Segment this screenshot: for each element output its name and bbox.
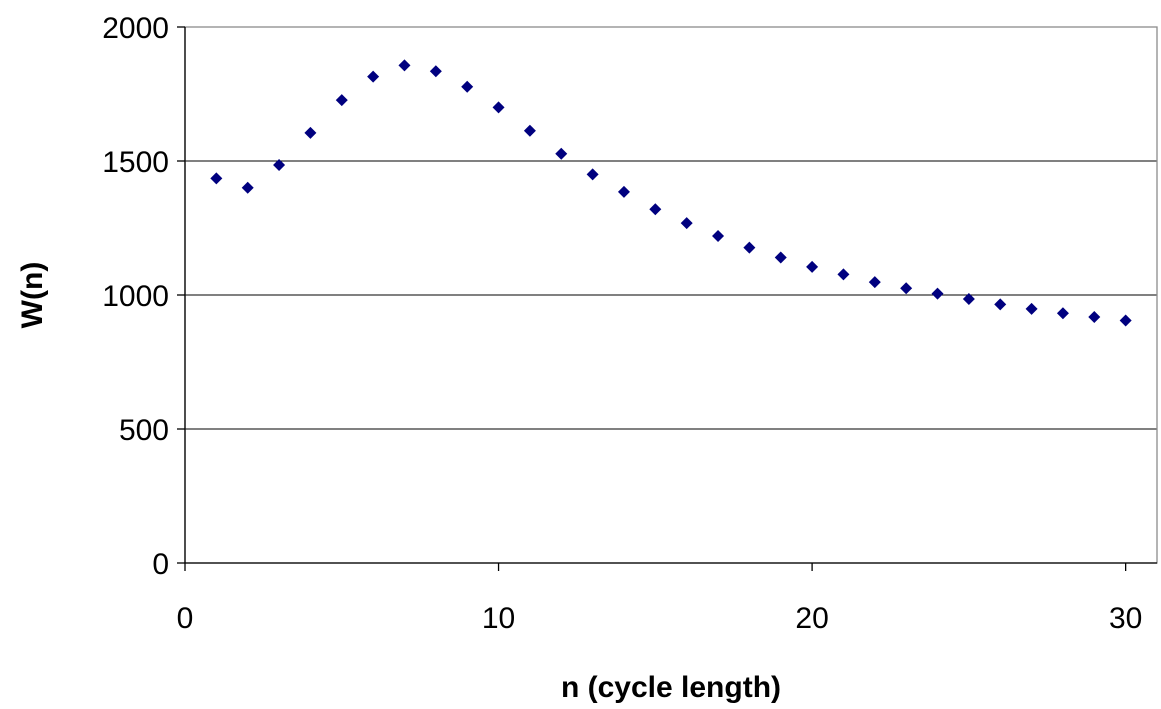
- data-point: [1025, 302, 1038, 315]
- x-tick-label: 0: [177, 602, 194, 635]
- data-point: [1119, 314, 1132, 327]
- data-point: [1088, 310, 1101, 323]
- data-point: [774, 251, 787, 264]
- data-point: [586, 168, 599, 181]
- data-point: [962, 293, 975, 306]
- data-point: [210, 172, 223, 185]
- data-point: [398, 59, 411, 72]
- y-tick-label: 1500: [102, 146, 169, 179]
- x-axis-title: n (cycle length): [561, 671, 781, 704]
- data-point: [304, 126, 317, 139]
- data-point: [837, 268, 850, 281]
- data-point: [649, 203, 662, 216]
- y-tick-label: 500: [119, 414, 169, 447]
- data-point: [335, 94, 348, 107]
- data-point: [492, 101, 505, 114]
- data-points: [210, 59, 1132, 327]
- y-axis-title: W(n): [16, 262, 49, 329]
- data-point: [1056, 307, 1069, 320]
- data-point: [680, 217, 693, 230]
- data-point: [461, 80, 474, 93]
- data-point: [429, 65, 442, 78]
- data-point: [273, 159, 286, 172]
- data-point: [555, 147, 568, 160]
- data-point: [806, 260, 819, 273]
- data-point: [241, 181, 254, 194]
- x-tick-label: 20: [795, 602, 828, 635]
- y-tick-label: 1000: [102, 280, 169, 313]
- data-point: [617, 185, 630, 198]
- gridlines: [185, 26, 1157, 430]
- data-point: [994, 298, 1007, 311]
- data-point: [367, 70, 380, 83]
- x-tick-label: 10: [482, 602, 515, 635]
- x-tick-label: 30: [1109, 602, 1142, 635]
- data-point: [743, 241, 756, 254]
- axes: [177, 26, 1157, 571]
- data-point: [900, 282, 913, 295]
- data-point: [712, 230, 725, 243]
- data-point: [868, 276, 881, 289]
- data-point: [931, 287, 944, 300]
- tick-labels: 0 500 1000 1500 2000 0 10 20 30: [102, 12, 1142, 635]
- data-point: [523, 124, 536, 137]
- y-tick-label: 0: [152, 548, 169, 581]
- y-tick-label: 2000: [102, 12, 169, 45]
